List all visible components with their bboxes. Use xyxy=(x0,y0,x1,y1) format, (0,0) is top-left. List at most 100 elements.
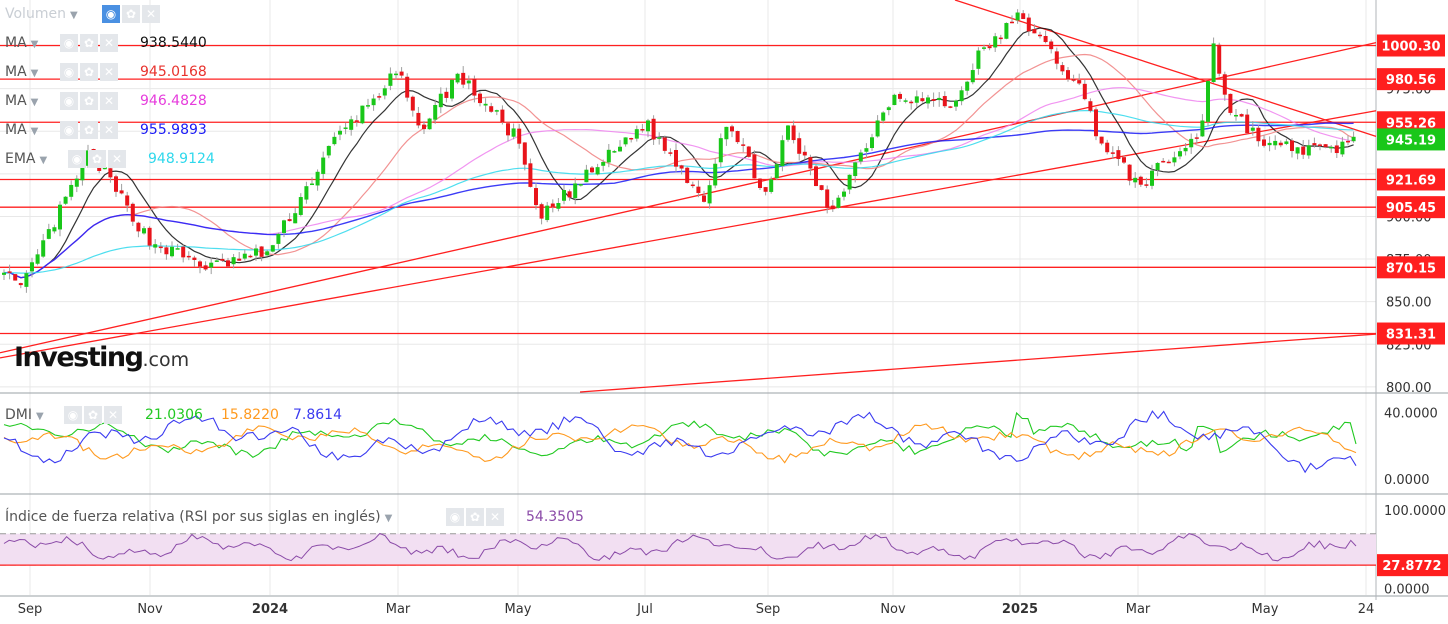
candle[interactable] xyxy=(1301,146,1306,155)
candle[interactable] xyxy=(410,96,415,111)
candle[interactable] xyxy=(248,255,253,258)
candle[interactable] xyxy=(819,185,824,190)
candle[interactable] xyxy=(674,149,678,167)
candle[interactable] xyxy=(903,100,908,102)
caret-down-icon[interactable]: ▼ xyxy=(30,68,39,79)
ma3-legend[interactable]: MA ▼ xyxy=(5,92,38,112)
candle[interactable] xyxy=(265,251,270,256)
candle[interactable] xyxy=(808,157,813,169)
close-icon[interactable]: ✕ xyxy=(100,92,118,110)
candle[interactable] xyxy=(1116,150,1121,160)
candle[interactable] xyxy=(1228,93,1233,113)
close-icon[interactable]: ✕ xyxy=(142,5,160,23)
candle[interactable] xyxy=(1200,120,1205,137)
candle[interactable] xyxy=(315,171,320,186)
candle[interactable] xyxy=(606,149,611,163)
ema-legend[interactable]: EMA ▼ xyxy=(5,150,47,170)
candle[interactable] xyxy=(1144,184,1149,186)
candle[interactable] xyxy=(741,144,746,146)
ma1-legend[interactable]: MA ▼ xyxy=(5,34,38,54)
candle[interactable] xyxy=(696,186,701,194)
candle[interactable] xyxy=(707,185,712,204)
candle[interactable] xyxy=(1273,140,1278,146)
candle[interactable] xyxy=(550,203,555,207)
candle[interactable] xyxy=(472,78,477,96)
candle[interactable] xyxy=(494,110,499,112)
candle[interactable] xyxy=(1054,51,1059,64)
eye-icon[interactable]: ◉ xyxy=(60,121,78,139)
candle[interactable] xyxy=(198,261,202,267)
candle[interactable] xyxy=(1032,29,1037,34)
eye-icon[interactable]: ◉ xyxy=(68,150,86,168)
candle[interactable] xyxy=(102,167,107,170)
candle[interactable] xyxy=(1015,12,1020,21)
candle[interactable] xyxy=(433,104,438,120)
candle[interactable] xyxy=(959,90,964,102)
trendline[interactable] xyxy=(579,333,1377,393)
close-icon[interactable]: ✕ xyxy=(108,150,126,168)
candle[interactable] xyxy=(746,146,751,157)
candle[interactable] xyxy=(310,183,314,186)
candle[interactable] xyxy=(640,129,645,131)
candle[interactable] xyxy=(287,219,292,222)
candle[interactable] xyxy=(349,119,354,130)
candle[interactable] xyxy=(539,204,544,219)
eye-icon[interactable]: ◉ xyxy=(446,508,464,526)
candle[interactable] xyxy=(601,162,606,166)
candle[interactable] xyxy=(1026,17,1031,32)
candle[interactable] xyxy=(987,46,992,49)
candle[interactable] xyxy=(203,265,208,270)
candle[interactable] xyxy=(41,240,46,257)
eye-icon[interactable]: ◉ xyxy=(60,92,78,110)
candle[interactable] xyxy=(220,258,225,261)
candle[interactable] xyxy=(1217,44,1222,74)
dmi-legend[interactable]: DMI ▼ xyxy=(5,406,44,426)
candle[interactable] xyxy=(30,262,34,272)
candle[interactable] xyxy=(58,204,62,230)
candle[interactable] xyxy=(125,195,130,206)
candle[interactable] xyxy=(954,100,958,107)
candle[interactable] xyxy=(237,258,242,261)
candle[interactable] xyxy=(836,197,841,208)
candle[interactable] xyxy=(970,70,975,83)
candle[interactable] xyxy=(657,137,662,139)
candle[interactable] xyxy=(926,97,930,104)
candle[interactable] xyxy=(1178,151,1182,157)
candle[interactable] xyxy=(46,229,51,239)
candle[interactable] xyxy=(1312,143,1317,146)
candle[interactable] xyxy=(1340,141,1345,155)
candle[interactable] xyxy=(1127,164,1132,181)
candle[interactable] xyxy=(1161,160,1166,163)
candle[interactable] xyxy=(528,163,533,187)
candle[interactable] xyxy=(1189,138,1194,148)
candle[interactable] xyxy=(405,76,410,98)
candle[interactable] xyxy=(730,126,734,132)
candle[interactable] xyxy=(758,178,762,188)
candle[interactable] xyxy=(1250,127,1255,131)
close-icon[interactable]: ✕ xyxy=(100,63,118,81)
candle[interactable] xyxy=(399,71,404,76)
candle[interactable] xyxy=(886,107,891,111)
candle[interactable] xyxy=(690,184,695,187)
candle[interactable] xyxy=(842,191,846,197)
candle[interactable] xyxy=(1066,70,1070,80)
caret-down-icon[interactable]: ▼ xyxy=(30,39,39,50)
candle[interactable] xyxy=(1262,139,1266,146)
gear-icon[interactable]: ✿ xyxy=(80,34,98,52)
candle[interactable] xyxy=(444,91,449,98)
candle[interactable] xyxy=(1021,13,1026,20)
candle[interactable] xyxy=(450,79,454,99)
trendline[interactable] xyxy=(0,41,1377,354)
candle[interactable] xyxy=(1105,142,1110,153)
candle[interactable] xyxy=(534,188,538,206)
candle[interactable] xyxy=(466,80,471,84)
candle[interactable] xyxy=(1239,114,1244,117)
candle[interactable] xyxy=(881,112,886,121)
trendline[interactable] xyxy=(0,110,1377,359)
candle[interactable] xyxy=(186,255,191,258)
candle[interactable] xyxy=(618,146,622,152)
candle[interactable] xyxy=(847,174,852,190)
candle[interactable] xyxy=(214,260,219,262)
candle[interactable] xyxy=(1183,147,1188,152)
candle[interactable] xyxy=(629,137,634,140)
